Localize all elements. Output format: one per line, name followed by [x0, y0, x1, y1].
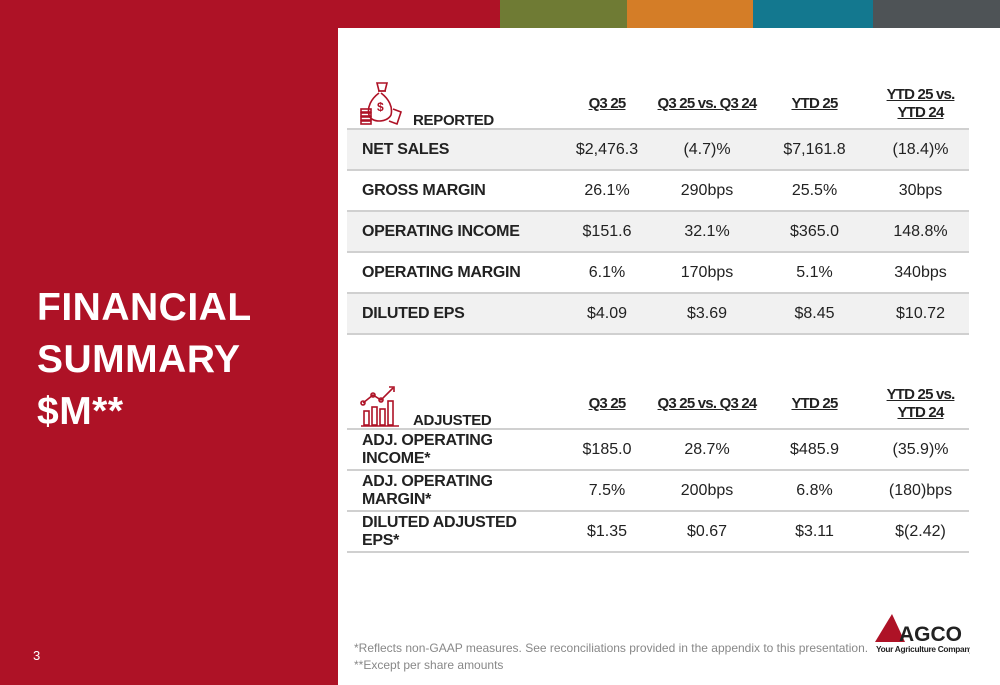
title-line: $M** — [37, 390, 124, 433]
table-row: ADJ. OPERATING INCOME* $185.0 28.7% $485.9 (… — [347, 430, 969, 471]
cell-value: $3.69 — [686, 304, 728, 322]
column-header: YTD 25 — [791, 95, 838, 112]
cell-value: 28.7% — [684, 440, 730, 458]
cell-value: 6.1% — [588, 263, 626, 281]
cell-value: 200bps — [680, 481, 734, 499]
cell-value: 25.5% — [791, 181, 838, 199]
section-label-cell: $ REPORTED — [347, 79, 557, 129]
cell-value: 26.1% — [584, 181, 630, 199]
cell-value: $1.35 — [586, 522, 628, 540]
title-line: SUMMARY — [37, 338, 241, 381]
money-bag-icon: $ — [360, 82, 403, 126]
table-row: OPERATING INCOME $151.6 32.1% $365.0 148.8% — [347, 212, 969, 253]
section-label-cell: ADJUSTED — [347, 379, 557, 429]
column-header: YTD 25 vs. YTD 24 — [872, 386, 969, 422]
cell-value: 148.8% — [893, 222, 948, 240]
table-header: $ REPORTED Q3 25 Q3 25 vs. Q3 24 YTD 25 … — [347, 80, 969, 130]
row-label: ADJ. OPERATING INCOME* — [362, 431, 493, 467]
cell-value: $8.45 — [794, 304, 835, 322]
cell-value: $0.67 — [686, 522, 728, 540]
cell-value: 290bps — [680, 181, 734, 199]
table-row: DILUTED EPS $4.09 $3.69 $8.45 $10.72 — [347, 294, 969, 335]
table-row: NET SALES $2,476.3 (4.7)% $7,161.8 (18.4)% — [347, 130, 969, 171]
footnotes: *Reflects non-GAAP measures. See reconci… — [354, 640, 868, 674]
footnote: *Reflects non-GAAP measures. See reconci… — [354, 641, 869, 655]
cell-value: $(2.42) — [895, 522, 946, 540]
table-row: OPERATING MARGIN 6.1% 170bps 5.1% 340bps — [347, 253, 969, 294]
row-label: DILUTED ADJUSTED EPS* — [362, 513, 517, 549]
svg-text:$: $ — [377, 100, 384, 114]
color-bar-gray — [873, 0, 1000, 28]
column-header-text: YTD 25 vs. YTD 24 — [886, 86, 956, 121]
cell-value: $485.9 — [790, 440, 839, 458]
color-bar-red — [0, 0, 500, 28]
table-row: ADJ. OPERATING MARGIN* 7.5% 200bps 6.8% (180… — [347, 471, 969, 512]
column-header: Q3 25 vs. Q3 24 — [657, 95, 758, 113]
cell-value: 6.8% — [796, 481, 833, 499]
row-label: NET SALES — [362, 140, 450, 158]
color-bar-olive — [500, 0, 627, 28]
cell-value: 5.1% — [796, 263, 833, 281]
title-line: FINANCIAL — [37, 286, 252, 329]
column-header: YTD 25 vs. YTD 24 — [872, 86, 969, 122]
table-header: ADJUSTED Q3 25 Q3 25 vs. Q3 24 YTD 25 YT… — [347, 380, 969, 430]
cell-value: (180)bps — [888, 481, 953, 499]
adjusted-table: ADJUSTED Q3 25 Q3 25 vs. Q3 24 YTD 25 YT… — [347, 380, 969, 553]
growth-chart-icon — [360, 386, 399, 427]
table-row: GROSS MARGIN 26.1% 290bps 25.5% 30bps — [347, 171, 969, 212]
cell-value: $365.0 — [790, 222, 839, 240]
agco-logo: AGCO Your Agriculture Company — [875, 612, 974, 659]
section-label: ADJUSTED — [413, 412, 492, 429]
cell-value: $7,161.8 — [783, 140, 846, 158]
cell-value: $2,476.3 — [575, 140, 639, 158]
row-label: ADJ. OPERATING MARGIN* — [362, 472, 493, 508]
page-title: FINANCIAL SUMMARY $M** — [37, 282, 252, 438]
title-panel — [0, 0, 338, 685]
row-label: OPERATING INCOME — [362, 222, 520, 240]
footnote: **Except per share amounts — [354, 658, 504, 672]
svg-text:Your Agriculture Company: Your Agriculture Company — [876, 644, 970, 654]
column-header-text: Q3 25 vs. Q3 24 — [657, 395, 758, 412]
row-label: GROSS MARGIN — [362, 181, 486, 199]
cell-value: (35.9)% — [892, 440, 949, 458]
section-label: REPORTED — [413, 112, 494, 129]
cell-value: $10.72 — [896, 304, 945, 322]
cell-value: 7.5% — [588, 481, 626, 499]
column-header: YTD 25 — [791, 395, 838, 412]
cell-value: (4.7)% — [683, 140, 731, 158]
table-row: DILUTED ADJUSTED EPS* $1.35 $0.67 $3.11 $(2.… — [347, 512, 969, 553]
svg-text:AGCO: AGCO — [899, 623, 962, 646]
cell-value: 170bps — [680, 263, 734, 281]
row-label: OPERATING MARGIN — [362, 263, 521, 281]
cell-value: (18.4)% — [892, 140, 949, 158]
cell-value: 30bps — [898, 181, 943, 199]
cell-value: 340bps — [894, 263, 947, 281]
cell-value: $185.0 — [582, 440, 632, 458]
reported-table: $ REPORTED Q3 25 Q3 25 vs. Q3 24 YTD 25 … — [347, 80, 969, 335]
color-bar-orange — [627, 0, 753, 28]
cell-value: $151.6 — [582, 222, 632, 240]
page-number: 3 — [33, 648, 41, 663]
agco-logo-mark: AGCO Your Agriculture Company — [875, 614, 974, 654]
cell-value: $3.11 — [795, 522, 834, 540]
cell-value: 32.1% — [684, 222, 730, 240]
column-header: Q3 25 — [588, 95, 627, 112]
column-header: Q3 25 vs. Q3 24 — [657, 395, 758, 413]
row-label: DILUTED EPS — [362, 304, 465, 322]
column-header: Q3 25 — [588, 395, 627, 412]
column-header-text: Q3 25 vs. Q3 24 — [657, 95, 758, 112]
column-header-text: YTD 25 vs. YTD 24 — [886, 386, 956, 421]
cell-value: $4.09 — [586, 304, 628, 322]
color-bar-teal — [753, 0, 873, 28]
